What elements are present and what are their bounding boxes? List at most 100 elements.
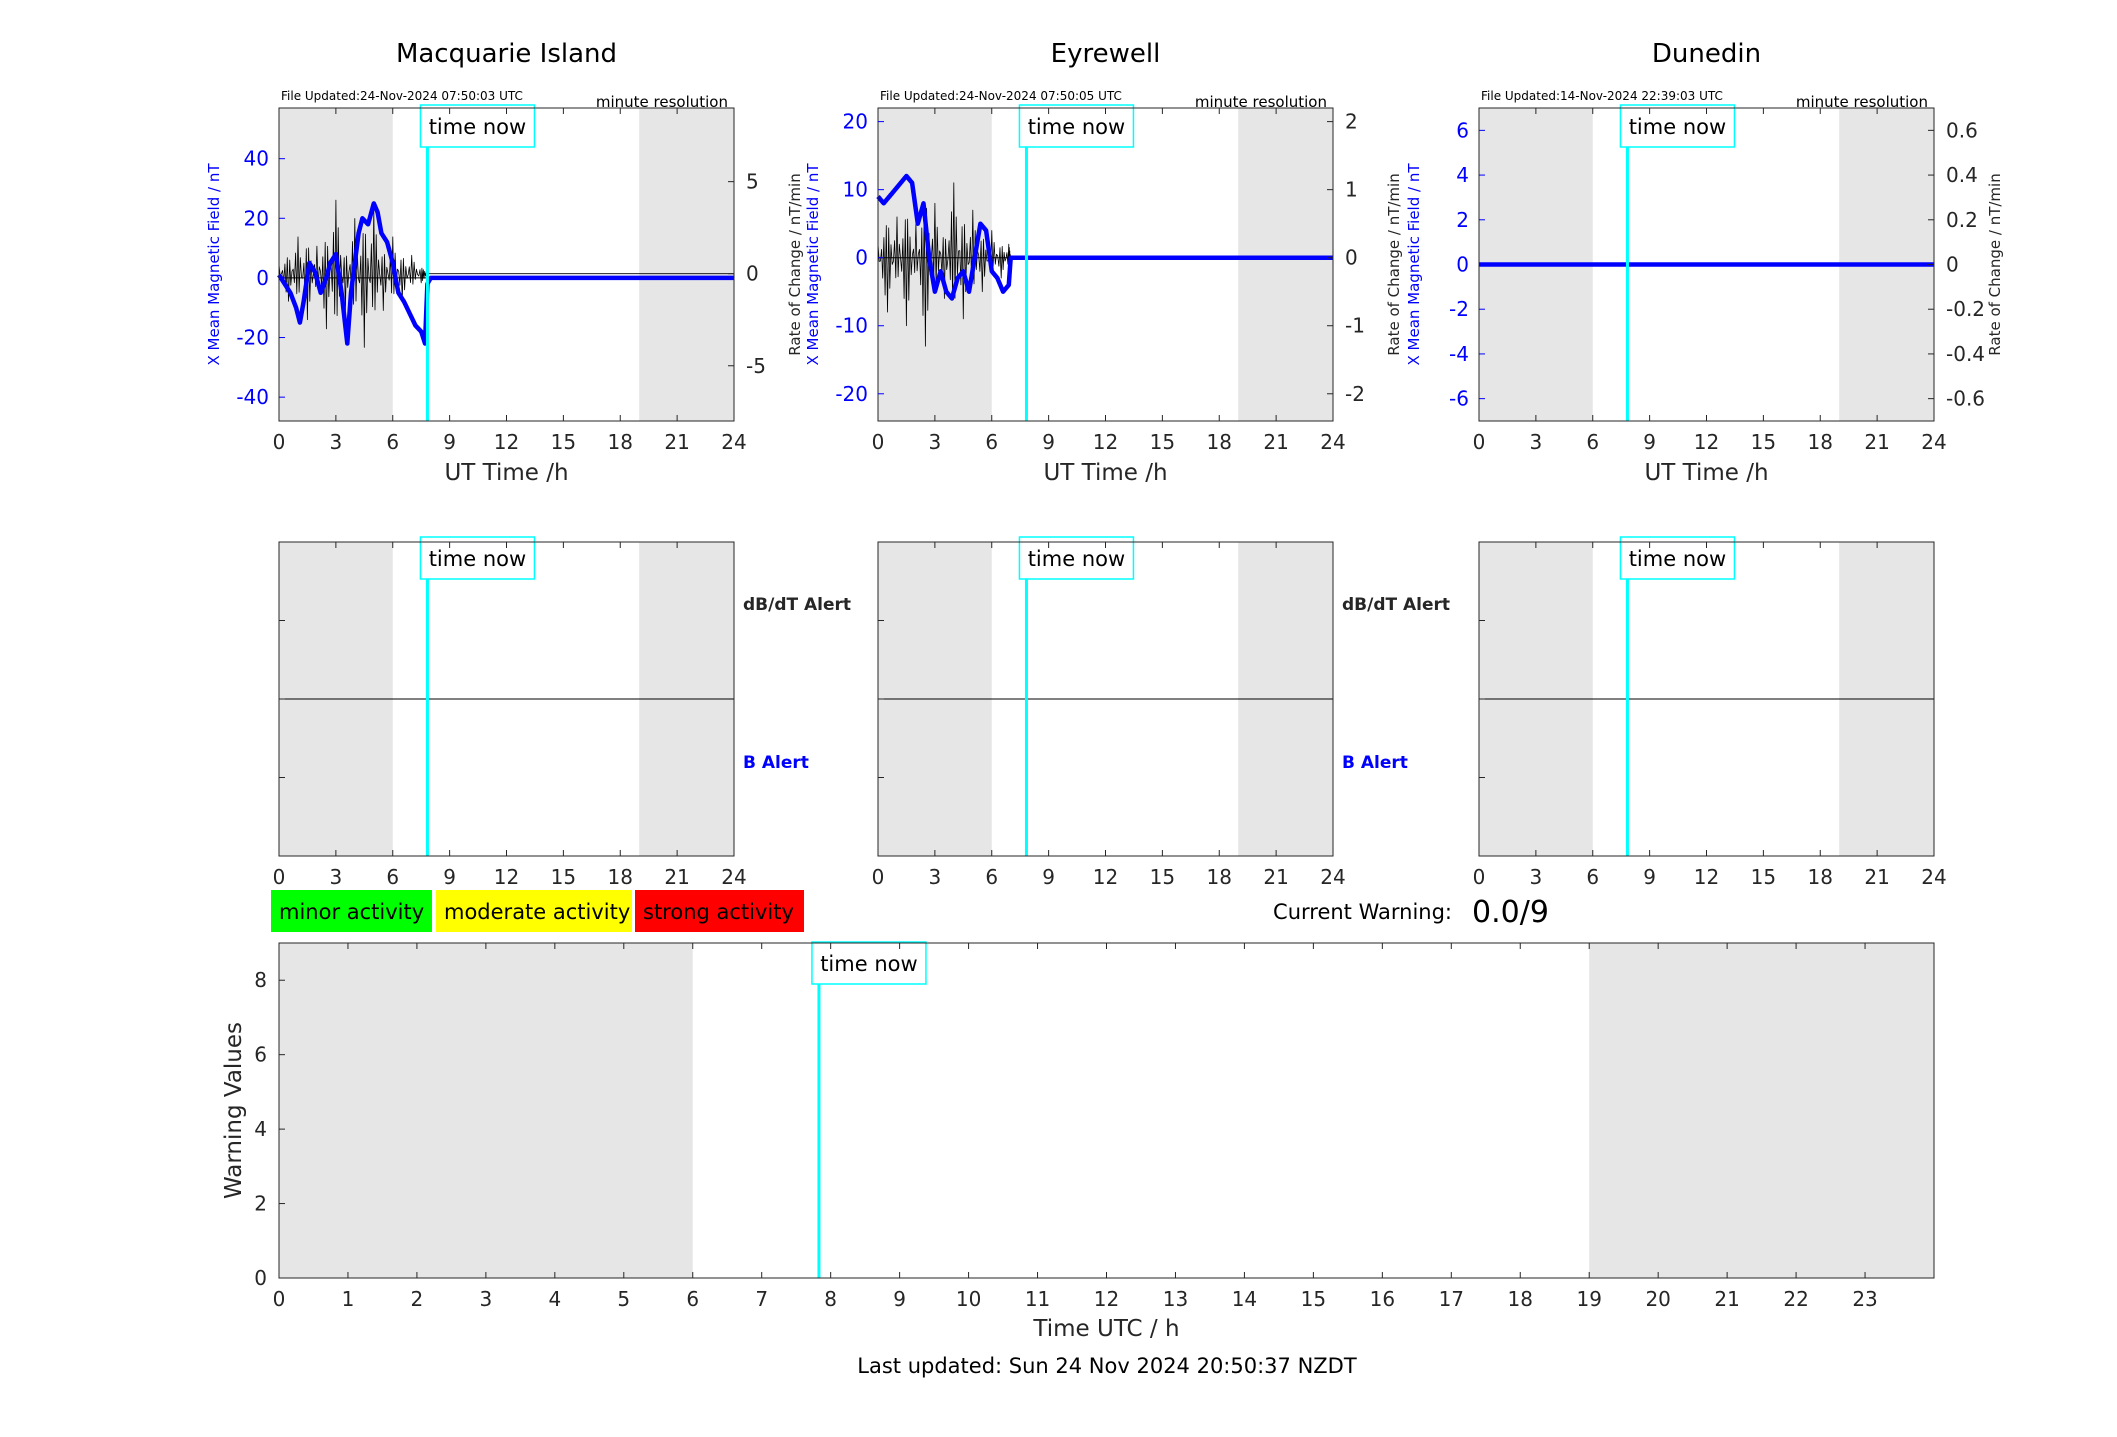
x-tick-label: 15 [551, 430, 576, 454]
y-tick-right-label: -5 [746, 354, 766, 378]
x-tick-label: 11 [1025, 1287, 1050, 1311]
current-warning-value: 0.0/9 [1472, 895, 1549, 930]
x-tick-label: 18 [608, 430, 633, 454]
x-tick-label: 3 [929, 430, 942, 454]
y-tick-label: -40 [236, 385, 269, 409]
y-tick-right-label: -0.2 [1946, 297, 1985, 321]
x-tick-label: 3 [1530, 430, 1543, 454]
x-tick-label: 6 [386, 430, 399, 454]
resolution-label: minute resolution [1796, 93, 1928, 111]
y-tick-label: 6 [1456, 118, 1469, 142]
field-panel-1: Macquarie Island File Updated:24-Nov-2024… [205, 39, 804, 486]
x-tick-label: 24 [721, 430, 746, 454]
x-tick-label: 3 [1530, 865, 1543, 889]
y-tick-right-label: 0.4 [1946, 163, 1978, 187]
y-tick-right-label: 0.2 [1946, 208, 1978, 232]
x-tick-label: 9 [443, 865, 456, 889]
x-tick-label: 21 [1864, 430, 1889, 454]
x-tick-label: 6 [985, 865, 998, 889]
x-tick-label: 15 [1751, 865, 1776, 889]
x-tick-label: 5 [617, 1287, 630, 1311]
x-tick-label: 9 [893, 1287, 906, 1311]
legend-swatch [635, 890, 804, 932]
resolution-label: minute resolution [1195, 93, 1327, 111]
x-tick-label: 21 [1263, 430, 1288, 454]
x-tick-label: 18 [1808, 865, 1833, 889]
last-updated: Last updated: Sun 24 Nov 2024 20:50:37 N… [857, 1354, 1357, 1378]
time-now-label: time now [820, 952, 917, 976]
file-updated: File Updated:24-Nov-2024 07:50:05 UTC [880, 89, 1122, 103]
y-tick-right-label: 2 [1345, 110, 1358, 134]
x-tick-label: 15 [551, 865, 576, 889]
alert-panel-2: time now 0 3 6 9 12 15 18 21 24 dB/dT Alert B Alert [872, 536, 1450, 889]
time-now-box [1018, 536, 1135, 580]
x-axis-label: UT Time /h [1644, 460, 1768, 486]
x-tick-label: 21 [1263, 865, 1288, 889]
x-tick-label: 12 [494, 430, 519, 454]
x-tick-label: 18 [608, 865, 633, 889]
y-tick-label: 2 [254, 1192, 267, 1216]
y-axis-label: X Mean Magnetic Field / nT [1405, 163, 1423, 366]
field-panel-3: Dunedin File Updated:14-Nov-2024 22:39:03… [1405, 39, 2004, 486]
legend-label: moderate activity [444, 900, 630, 924]
y-axis-right-label: Rate of Change / nT/min [1986, 173, 2004, 355]
y-tick-label: 4 [254, 1117, 267, 1141]
x-tick-label: 9 [1643, 430, 1656, 454]
y-tick-label: 20 [843, 110, 868, 134]
x-tick-label: 18 [1207, 430, 1232, 454]
y-tick-right-label: 5 [746, 170, 759, 194]
x-tick-label: 13 [1163, 1287, 1188, 1311]
x-tick-label: 3 [330, 865, 343, 889]
x-tick-label: 21 [1864, 865, 1889, 889]
rate-series [877, 182, 1333, 347]
x-tick-label: 9 [1643, 865, 1656, 889]
x-tick-label: 23 [1852, 1287, 1877, 1311]
y-tick-right-label: -0.6 [1946, 387, 1985, 411]
x-tick-label: 19 [1576, 1287, 1601, 1311]
time-now-label: time now [1629, 115, 1726, 139]
time-now-label: time now [1028, 547, 1125, 571]
night-band [639, 108, 734, 421]
x-tick-label: 21 [1714, 1287, 1739, 1311]
x-tick-label: 0 [872, 430, 885, 454]
x-tick-label: 15 [1751, 430, 1776, 454]
y-axis-label: X Mean Magnetic Field / nT [804, 163, 822, 366]
y-tick-right-label: 0.6 [1946, 118, 1978, 142]
x-tick-label: 6 [1586, 865, 1599, 889]
x-tick-label: 3 [929, 865, 942, 889]
y-tick-label: -2 [1449, 297, 1469, 321]
alert-panel-1: time now 0 3 6 9 12 15 18 21 24 dB/dT Alert B Alert [273, 536, 851, 889]
time-now-box [1619, 536, 1736, 580]
x-tick-label: 12 [494, 865, 519, 889]
y-tick-right-label: 0 [746, 262, 759, 286]
x-tick-label: 2 [411, 1287, 424, 1311]
y-tick-label: 2 [1456, 208, 1469, 232]
field-panel-2: Eyrewell File Updated:24-Nov-2024 07:50:0… [804, 39, 1403, 486]
x-tick-label: 0 [273, 430, 286, 454]
x-tick-label: 1 [342, 1287, 355, 1311]
x-tick-label: 6 [386, 865, 399, 889]
current-warning-label: Current Warning: [1273, 900, 1452, 924]
x-tick-label: 18 [1207, 865, 1232, 889]
x-tick-label: 18 [1508, 1287, 1533, 1311]
x-axis-label: UT Time /h [1043, 460, 1167, 486]
x-field-series [876, 173, 1333, 301]
resolution-label: minute resolution [596, 93, 728, 111]
x-tick-label: 22 [1783, 1287, 1808, 1311]
y-tick-label: 4 [1456, 163, 1469, 187]
y-tick-label: -10 [835, 314, 868, 338]
y-tick-label: 20 [244, 206, 269, 230]
panel-title: Eyrewell [1051, 39, 1161, 69]
x-axis-label: Time UTC / h [1032, 1316, 1179, 1342]
b-alert-label: B Alert [1342, 753, 1408, 773]
y-tick-label: -4 [1449, 342, 1469, 366]
y-tick-label: 0 [1456, 253, 1469, 277]
y-tick-label: 40 [244, 147, 269, 171]
x-tick-label: 12 [1094, 1287, 1119, 1311]
x-tick-label: 0 [872, 865, 885, 889]
time-now-box [419, 536, 536, 580]
night-band [1589, 943, 1934, 1278]
activity-legend: minor activity moderate activity strong ac… [271, 890, 804, 932]
y-tick-label: 0 [855, 246, 868, 270]
